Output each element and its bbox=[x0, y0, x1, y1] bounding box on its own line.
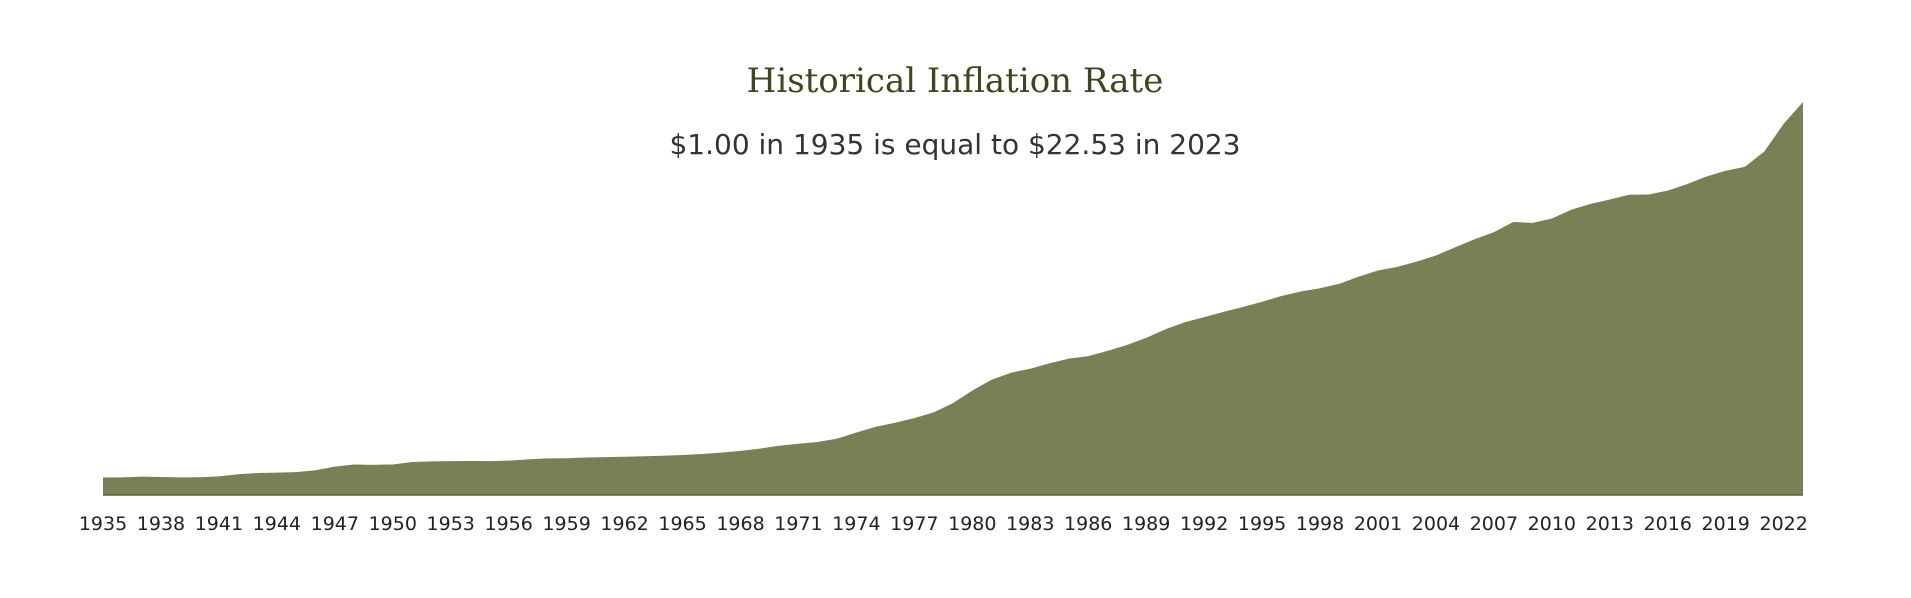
x-tick-label: 1938 bbox=[137, 513, 185, 535]
x-tick-label: 1965 bbox=[658, 513, 706, 535]
area-series-fill bbox=[103, 102, 1803, 495]
x-tick-label: 1968 bbox=[716, 513, 764, 535]
x-tick-label: 1983 bbox=[1006, 513, 1054, 535]
x-tick-label: 2022 bbox=[1760, 513, 1808, 535]
x-tick-label: 1995 bbox=[1238, 513, 1286, 535]
x-tick-label: 1977 bbox=[890, 513, 938, 535]
chart-subtitle: $1.00 in 1935 is equal to $22.53 in 2023 bbox=[669, 128, 1240, 161]
x-tick-label: 1959 bbox=[542, 513, 590, 535]
x-tick-label: 1956 bbox=[485, 513, 533, 535]
x-tick-label: 1950 bbox=[369, 513, 417, 535]
x-tick-label: 1992 bbox=[1180, 513, 1228, 535]
chart-title: Historical Inflation Rate bbox=[747, 61, 1164, 101]
x-tick-label: 1944 bbox=[253, 513, 301, 535]
x-tick-label: 1989 bbox=[1122, 513, 1170, 535]
x-tick-label: 1974 bbox=[832, 513, 880, 535]
x-tick-label: 2007 bbox=[1470, 513, 1518, 535]
x-tick-label: 2013 bbox=[1586, 513, 1634, 535]
x-tick-label: 1941 bbox=[195, 513, 243, 535]
x-tick-label: 1935 bbox=[79, 513, 127, 535]
x-tick-label: 1962 bbox=[600, 513, 648, 535]
x-tick-label: 1953 bbox=[427, 513, 475, 535]
x-tick-label: 1986 bbox=[1064, 513, 1112, 535]
x-tick-label: 2016 bbox=[1644, 513, 1692, 535]
x-axis-tick-labels: 1935 1938 1941 1944 1947 1950 1953 1956 1959 1962… bbox=[79, 513, 1808, 535]
x-tick-label: 2019 bbox=[1702, 513, 1750, 535]
x-tick-label: 2001 bbox=[1354, 513, 1402, 535]
x-tick-label: 1980 bbox=[948, 513, 996, 535]
x-tick-label: 1947 bbox=[311, 513, 359, 535]
x-tick-label: 1971 bbox=[774, 513, 822, 535]
x-tick-label: 2004 bbox=[1412, 513, 1460, 535]
x-tick-label: 1998 bbox=[1296, 513, 1344, 535]
x-tick-label: 2010 bbox=[1528, 513, 1576, 535]
